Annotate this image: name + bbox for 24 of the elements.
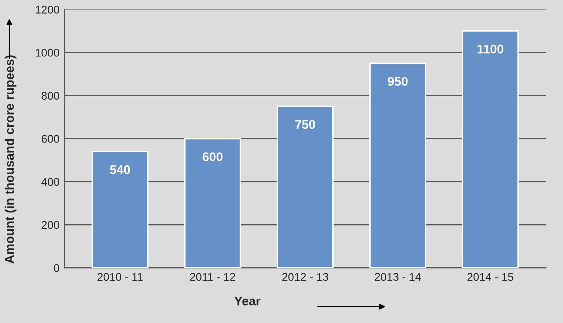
bar [370, 62, 426, 268]
data-label: 600 [202, 152, 223, 162]
y-tick-label: 600 [42, 135, 60, 144]
bar [462, 30, 520, 268]
y-tick-label: 0 [54, 264, 60, 272]
y-tick-label: 400 [42, 178, 60, 186]
data-label: 950 [388, 77, 408, 86]
y-tick-label: 200 [42, 221, 60, 230]
y-axis-title: Amount (in thousand crore rupees) [4, 56, 17, 264]
bar [276, 106, 334, 268]
y-tick-label: 1000 [36, 49, 60, 57]
data-label: 1100 [478, 44, 504, 54]
bar [92, 151, 149, 268]
data-label: 750 [296, 120, 316, 130]
y-tick-label: 800 [42, 92, 60, 100]
x-axis-title: Year [234, 296, 261, 306]
x-tick-label: 2014 - 15 [468, 273, 514, 282]
x-tick-label: 2011 - 12 [190, 273, 236, 282]
bar [184, 138, 242, 268]
x-tick-label: 2012 - 13 [282, 273, 328, 282]
data-label: 540 [110, 165, 130, 174]
x-tick-label: 2013 - 14 [375, 273, 422, 282]
y-tick-label: 1200 [36, 6, 60, 14]
x-tick-label: 2010 - 11 [98, 273, 143, 282]
